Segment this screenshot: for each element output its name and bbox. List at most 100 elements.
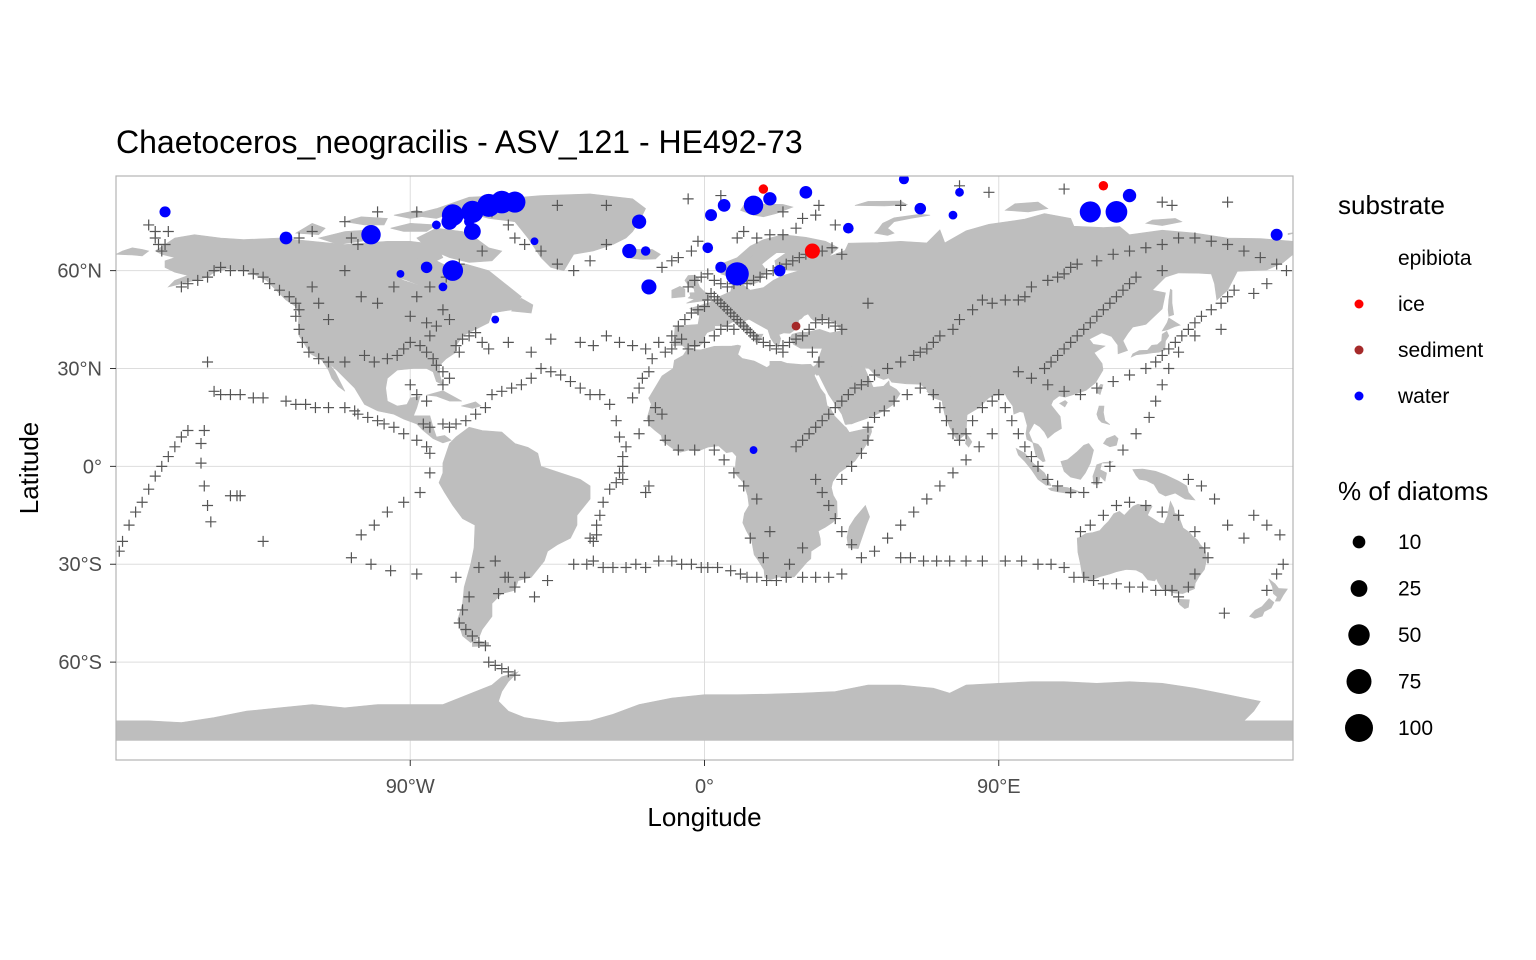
absence-marker xyxy=(738,480,750,492)
absence-marker xyxy=(264,278,276,290)
absence-marker xyxy=(810,421,822,433)
land-franz-josef xyxy=(854,200,909,207)
absence-marker xyxy=(476,336,488,348)
legend-substrate-label: epibiota xyxy=(1398,247,1472,270)
presence-point-water xyxy=(702,242,714,254)
legend-substrate-key xyxy=(1354,299,1364,309)
absence-marker xyxy=(656,408,668,420)
absence-marker xyxy=(613,336,625,348)
absence-marker xyxy=(1189,232,1201,244)
presence-point-water xyxy=(948,210,958,220)
absence-marker xyxy=(414,340,426,352)
absence-marker xyxy=(1209,493,1221,505)
absence-marker xyxy=(976,402,988,414)
absence-marker xyxy=(780,571,792,583)
absence-marker xyxy=(976,294,988,306)
absence-marker xyxy=(895,552,907,564)
absence-marker xyxy=(378,418,390,430)
absence-marker xyxy=(1130,428,1142,440)
absence-marker xyxy=(1248,509,1260,521)
absence-marker xyxy=(466,630,478,642)
absence-marker xyxy=(479,640,491,652)
y-tick-label: 60°N xyxy=(57,261,102,283)
absence-marker xyxy=(901,389,913,401)
absence-marker xyxy=(143,483,155,495)
land-novaya-zemlya xyxy=(873,213,931,236)
absence-marker xyxy=(1205,304,1217,316)
absence-marker xyxy=(597,496,609,508)
absence-marker xyxy=(460,415,472,427)
land-greenland xyxy=(464,193,646,271)
absence-marker xyxy=(617,460,629,472)
absence-marker xyxy=(908,506,920,518)
absence-marker xyxy=(427,353,439,365)
absence-marker xyxy=(725,565,737,577)
absence-marker xyxy=(689,340,701,352)
absence-marker xyxy=(506,382,518,394)
absence-marker xyxy=(424,421,436,433)
absence-marker xyxy=(715,190,727,202)
absence-marker xyxy=(323,314,335,326)
absence-marker xyxy=(463,330,475,342)
absence-marker xyxy=(1143,411,1155,423)
absence-marker xyxy=(702,562,714,574)
absence-marker xyxy=(1150,395,1162,407)
absence-marker xyxy=(430,359,442,371)
land-hainan xyxy=(1059,400,1068,408)
absence-marker xyxy=(450,340,462,352)
absence-marker xyxy=(404,310,416,322)
absence-marker xyxy=(803,428,815,440)
absence-marker xyxy=(1169,336,1181,348)
absence-marker xyxy=(352,408,364,420)
absence-marker xyxy=(476,245,488,257)
absence-marker xyxy=(293,232,305,244)
absence-marker xyxy=(636,372,648,384)
absence-marker xyxy=(479,402,491,414)
land-new-guinea xyxy=(1132,468,1196,501)
presence-point-water xyxy=(622,243,637,259)
absence-marker xyxy=(600,239,612,251)
absence-marker xyxy=(699,336,710,348)
presence-point-water xyxy=(843,222,854,234)
absence-marker xyxy=(1215,323,1227,335)
absence-marker xyxy=(613,431,625,443)
absence-marker xyxy=(1058,268,1070,280)
absence-marker xyxy=(195,438,207,450)
absence-marker xyxy=(486,389,498,401)
absence-marker xyxy=(247,392,259,404)
absence-marker xyxy=(1091,477,1103,489)
absence-marker xyxy=(829,320,841,332)
absence-marker xyxy=(846,539,858,551)
absence-marker xyxy=(1045,356,1057,368)
absence-marker xyxy=(810,571,822,583)
land-india-fill xyxy=(926,374,1000,441)
absence-marker xyxy=(1078,571,1090,583)
absence-marker xyxy=(627,392,639,404)
absence-marker xyxy=(790,333,802,345)
absence-marker xyxy=(355,529,367,541)
absence-marker xyxy=(954,434,966,446)
absence-marker xyxy=(149,232,161,244)
absence-marker xyxy=(914,382,926,394)
absence-marker xyxy=(564,376,576,388)
absence-marker xyxy=(934,402,946,414)
absence-marker xyxy=(493,588,505,600)
absence-marker xyxy=(1189,330,1201,342)
absence-marker xyxy=(1110,291,1122,303)
absence-marker xyxy=(411,568,423,580)
absence-marker xyxy=(1117,444,1129,456)
absence-marker xyxy=(1140,362,1152,374)
absence-marker xyxy=(721,281,733,293)
absence-marker xyxy=(1042,473,1054,485)
presence-point-water xyxy=(717,199,731,212)
absence-marker xyxy=(947,323,959,335)
absence-marker xyxy=(797,212,809,224)
absence-marker xyxy=(666,555,678,567)
absence-marker xyxy=(1039,362,1051,374)
absence-marker xyxy=(640,562,652,574)
absence-marker xyxy=(967,304,979,316)
absence-marker xyxy=(986,428,998,440)
absence-marker xyxy=(960,555,972,567)
absence-marker xyxy=(1215,297,1227,309)
